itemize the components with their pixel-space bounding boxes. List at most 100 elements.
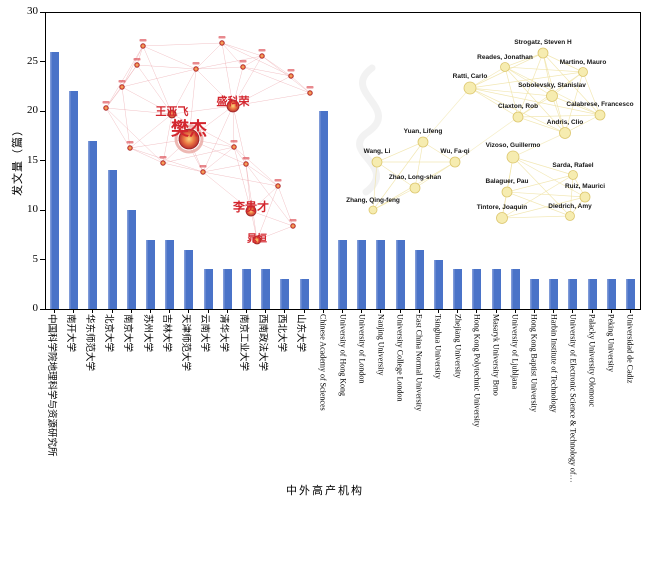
bar <box>491 269 501 309</box>
bar <box>472 269 482 309</box>
x-tick-label: 北京大学 <box>103 314 114 353</box>
red-network-edge <box>105 107 173 115</box>
bar <box>165 239 175 309</box>
y-tick-label: 0 <box>32 302 39 314</box>
red-minor-label-mark <box>192 62 200 65</box>
red-author-label: 晁恒 <box>247 234 267 245</box>
y-tick-mark <box>40 11 45 13</box>
red-network-edge <box>105 107 131 149</box>
yellow-network-edge <box>506 191 571 217</box>
red-network-edge <box>136 45 144 66</box>
x-tick-label: 南京大学 <box>122 314 133 353</box>
red-network-edge <box>233 146 279 187</box>
yellow-author-label: Balaguer, Pau <box>485 178 529 185</box>
yellow-network-edge <box>517 116 566 134</box>
red-author-node <box>307 90 313 96</box>
yellow-author-node <box>546 90 558 102</box>
x-tick-label: 清华大学 <box>218 314 229 353</box>
yellow-author-node <box>368 205 378 215</box>
bar <box>395 239 405 309</box>
x-tick-label: East China Normal University <box>414 314 424 412</box>
yellow-network-edge <box>517 114 601 118</box>
red-network-edge <box>121 68 197 88</box>
bar <box>414 249 424 309</box>
x-tick-mark <box>265 309 267 313</box>
yellow-network-edge <box>501 174 574 219</box>
yellow-author-node <box>537 47 549 59</box>
bar <box>126 210 136 309</box>
red-author-node <box>275 183 281 189</box>
yellow-network-edge <box>569 174 574 217</box>
yellow-author-node <box>512 111 524 123</box>
yellow-author-node <box>578 67 588 77</box>
yellow-author-label: Zhao, Long-shan <box>388 174 442 181</box>
red-author-node <box>243 161 249 167</box>
yellow-network-edge <box>414 161 456 189</box>
yellow-author-label: Reades, Jonathan <box>477 53 533 61</box>
x-tick-mark <box>246 309 248 313</box>
red-author-node <box>226 99 240 113</box>
red-network-edge <box>245 163 258 241</box>
red-minor-label-mark <box>289 219 297 222</box>
yellow-network-edge <box>469 87 553 97</box>
red-network-edge <box>121 45 144 88</box>
x-tick-mark <box>591 309 593 313</box>
yellow-author-node <box>594 109 606 121</box>
yellow-network-edge <box>454 116 519 163</box>
x-tick-label: Harbin Institute of Technology <box>549 314 559 413</box>
yellow-network-edge <box>372 187 416 211</box>
yellow-network-edge <box>376 161 416 189</box>
red-network-edge <box>195 55 263 70</box>
red-network-edge <box>121 86 131 149</box>
red-network-edge <box>256 185 279 241</box>
yellow-network-edge <box>422 87 471 143</box>
red-minor-label-mark <box>218 36 226 39</box>
red-network-edge <box>261 55 311 94</box>
bar <box>568 279 578 309</box>
red-minor-label-mark <box>258 49 266 52</box>
x-axis-title: 中外高产机构 <box>286 485 364 497</box>
x-tick-label: University of Ljubljana <box>510 314 520 390</box>
red-author-node <box>103 105 109 111</box>
bar <box>203 269 213 309</box>
yellow-author-node <box>559 127 571 139</box>
y-tick-mark <box>40 259 45 260</box>
bar <box>88 140 98 309</box>
red-network-edge <box>202 171 252 212</box>
x-tick-label: Chinese Academy of Sciences <box>318 314 328 411</box>
red-network-edge <box>162 113 173 164</box>
yellow-network-edge <box>506 191 586 198</box>
red-network-edge <box>202 105 234 173</box>
yellow-author-label: Yuan, Lifeng <box>403 128 443 135</box>
yellow-network-edge <box>469 87 566 134</box>
yellow-network-edge <box>517 95 553 118</box>
red-network-edge <box>202 171 279 187</box>
y-tick-label: 15 <box>27 153 38 166</box>
red-minor-label-mark <box>126 141 134 144</box>
x-tick-label: 天津师范大学 <box>180 314 191 372</box>
x-tick-label: Peking University <box>606 314 616 372</box>
red-network-edge <box>142 42 223 47</box>
red-author-node <box>219 40 225 46</box>
yellow-author-label: Ruiz, Maurici <box>564 183 606 190</box>
red-network-edge <box>232 92 311 107</box>
x-tick-label: 云南大学 <box>199 314 210 353</box>
x-tick-mark <box>342 309 343 313</box>
red-network-edge <box>171 113 235 148</box>
red-network-edge <box>245 163 279 187</box>
bar <box>146 239 156 309</box>
red-author-node <box>134 62 140 68</box>
red-network-edge <box>245 163 294 227</box>
red-author-node <box>167 109 177 119</box>
yellow-author-node <box>579 191 591 203</box>
bar <box>222 269 232 309</box>
red-author-node <box>200 169 206 175</box>
x-tick-mark <box>553 309 555 313</box>
x-tick-label: 西南政法大学 <box>256 314 267 372</box>
x-tick-mark <box>54 309 56 313</box>
bar <box>50 51 60 309</box>
red-network-edge <box>171 68 197 115</box>
x-tick-label: 山东大学 <box>295 314 306 353</box>
yellow-author-label: Diedrich, Amy <box>548 202 592 210</box>
yellow-author-node <box>506 150 520 164</box>
